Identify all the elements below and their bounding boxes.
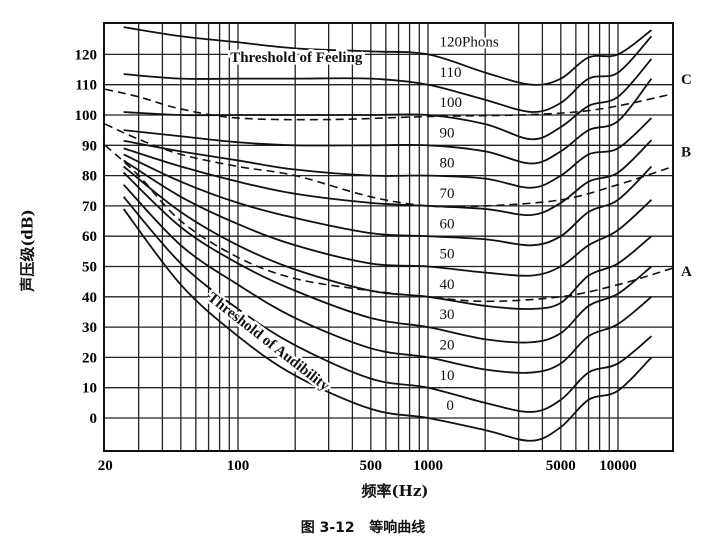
y-tick-label: 0 <box>90 411 98 427</box>
phon-curve-30 <box>122 171 653 344</box>
phon-label-60: 60 <box>440 216 455 232</box>
y-tick-label: 110 <box>75 78 97 94</box>
weighting-curve-B <box>104 123 674 208</box>
phon-label-80: 80 <box>440 156 455 172</box>
phon-label-20: 20 <box>440 338 455 354</box>
x-axis-label: 频率(Hz) <box>361 482 429 500</box>
phon-curve-120 <box>123 26 652 86</box>
weighting-label-A: A <box>681 264 692 280</box>
threshold-of-audibility-label: Threshold of Audibility <box>204 290 332 395</box>
phon-label-50: 50 <box>440 247 455 263</box>
phon-curve-100 <box>123 58 653 141</box>
axis-ticks: 20 100 500 1000 5000 100000102030405060708090… <box>75 47 637 474</box>
phon-label-70: 70 <box>440 186 455 202</box>
phon-label-40: 40 <box>440 277 455 293</box>
y-tick-label: 80 <box>82 169 97 185</box>
phon-label-120: 120Phons <box>440 35 499 51</box>
weighting-label-C: C <box>681 72 692 88</box>
phon-label-100: 100 <box>440 95 463 111</box>
phon-label-0: 0 <box>446 398 454 414</box>
y-tick-label: 40 <box>82 290 97 306</box>
x-tick-label: 10000 <box>599 458 637 474</box>
phon-curve-0 <box>122 208 653 442</box>
phon-label-110: 110 <box>440 65 462 81</box>
y-tick-label: 70 <box>82 199 97 215</box>
phon-curve-110 <box>123 35 653 113</box>
y-tick-label: 100 <box>75 108 98 124</box>
phon-curve-90 <box>123 78 653 165</box>
y-tick-label: 30 <box>82 320 97 336</box>
x-tick-label: 5000 <box>546 458 576 474</box>
phon-curve-10 <box>122 196 653 413</box>
x-tick-label: 1000 <box>413 458 443 474</box>
phon-curve-80 <box>123 117 653 189</box>
y-tick-label: 20 <box>82 350 97 366</box>
phon-curves <box>122 26 653 442</box>
figure-caption: 图 3-12 等响曲线 <box>300 520 426 536</box>
x-tick-label: 20 <box>98 458 113 474</box>
phon-label-10: 10 <box>440 368 455 384</box>
weighting-label-B: B <box>681 145 691 161</box>
grid <box>104 23 673 451</box>
y-axis-label: 声压级(dB) <box>18 209 37 292</box>
phon-curve-50 <box>123 159 653 277</box>
plot-frame <box>103 22 674 452</box>
weighting-curve-C <box>105 88 674 121</box>
phon-curve-60 <box>123 153 653 247</box>
y-tick-label: 50 <box>82 260 97 276</box>
y-tick-label: 120 <box>75 47 98 63</box>
phon-curve-40 <box>123 165 653 310</box>
y-tick-label: 60 <box>82 229 97 245</box>
phon-curve-20 <box>122 184 653 374</box>
x-tick-label: 500 <box>360 458 383 474</box>
x-tick-label: 100 <box>227 458 250 474</box>
phon-label-30: 30 <box>440 307 455 323</box>
phon-label-90: 90 <box>440 125 455 141</box>
y-tick-label: 10 <box>82 381 97 397</box>
y-tick-label: 90 <box>82 138 97 154</box>
threshold-of-feeling-label: Threshold of Feeling <box>230 50 363 66</box>
phon-curve-70 <box>123 139 653 216</box>
